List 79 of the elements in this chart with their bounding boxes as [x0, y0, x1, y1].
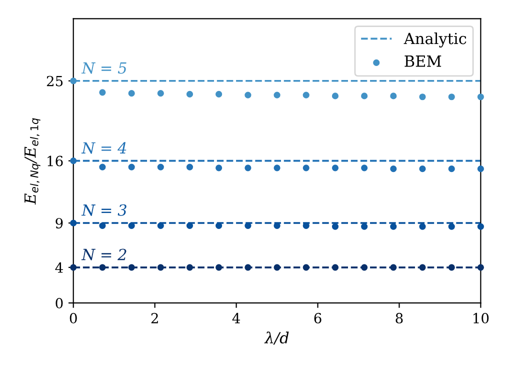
x-tick-label: 6 — [314, 312, 322, 324]
point — [448, 264, 455, 271]
point — [477, 223, 484, 230]
point — [419, 264, 426, 271]
point — [302, 264, 310, 271]
x-tick-label: 0 — [70, 312, 77, 324]
point — [70, 78, 77, 84]
point — [244, 264, 252, 271]
point — [361, 92, 368, 100]
x-tick-label: 10 — [474, 312, 489, 324]
point — [302, 92, 310, 98]
point — [186, 222, 194, 229]
y-tick-label: 25 — [46, 76, 63, 86]
y-tick-label: 0 — [56, 298, 63, 308]
y-tick-label: 4 — [55, 262, 63, 273]
point — [128, 164, 135, 170]
point — [216, 164, 222, 172]
y-tick-label: 9 — [56, 218, 63, 228]
point — [274, 222, 280, 229]
annotation: N = 2 — [81, 248, 126, 260]
annotation: N = 4 — [81, 142, 126, 154]
point — [244, 92, 252, 98]
point — [244, 164, 252, 172]
point — [70, 220, 77, 226]
point — [477, 264, 484, 271]
x-tick-label: 4 — [232, 312, 240, 324]
point — [128, 222, 135, 229]
point — [419, 223, 426, 230]
point — [477, 166, 484, 172]
point — [157, 264, 164, 271]
y-tick-label: 16 — [48, 156, 63, 166]
point — [302, 164, 310, 172]
y-axis-title: E$_{el,Nq}$/E$_{el,1q}$ — [24, 118, 40, 205]
point — [390, 223, 397, 230]
point — [302, 222, 310, 229]
point — [128, 264, 135, 271]
x-tick-label: 2 — [151, 312, 158, 324]
annotation: N = 3 — [81, 204, 126, 216]
annotation: N = 5 — [81, 62, 126, 74]
point — [274, 164, 280, 172]
point — [216, 90, 222, 98]
point — [70, 158, 77, 164]
x-tick-label: 8 — [396, 312, 403, 324]
legend-label: Analytic — [404, 32, 466, 48]
point — [448, 94, 455, 100]
legend-label: BEM — [404, 56, 442, 67]
point — [157, 90, 164, 97]
point — [99, 264, 106, 271]
point — [448, 166, 455, 172]
point — [332, 223, 339, 230]
point — [361, 264, 368, 271]
point — [332, 164, 339, 172]
point — [99, 222, 106, 229]
point — [128, 90, 135, 97]
point — [99, 89, 106, 96]
point — [477, 94, 484, 100]
point — [419, 94, 426, 100]
point — [419, 166, 426, 172]
point — [99, 164, 106, 170]
point — [216, 222, 222, 229]
point — [361, 164, 368, 172]
point — [70, 264, 77, 271]
point — [244, 222, 252, 229]
point — [186, 90, 194, 98]
point — [390, 166, 397, 172]
point — [186, 264, 194, 271]
point — [361, 223, 368, 230]
point — [216, 264, 222, 271]
point — [157, 222, 164, 229]
point — [332, 92, 339, 100]
point — [157, 164, 164, 170]
point — [274, 92, 280, 98]
point — [390, 92, 397, 100]
point — [274, 264, 280, 271]
x-axis-title: λ/d — [264, 332, 289, 345]
point — [448, 223, 455, 230]
point — [186, 164, 194, 170]
point — [332, 264, 339, 271]
point — [390, 264, 397, 271]
